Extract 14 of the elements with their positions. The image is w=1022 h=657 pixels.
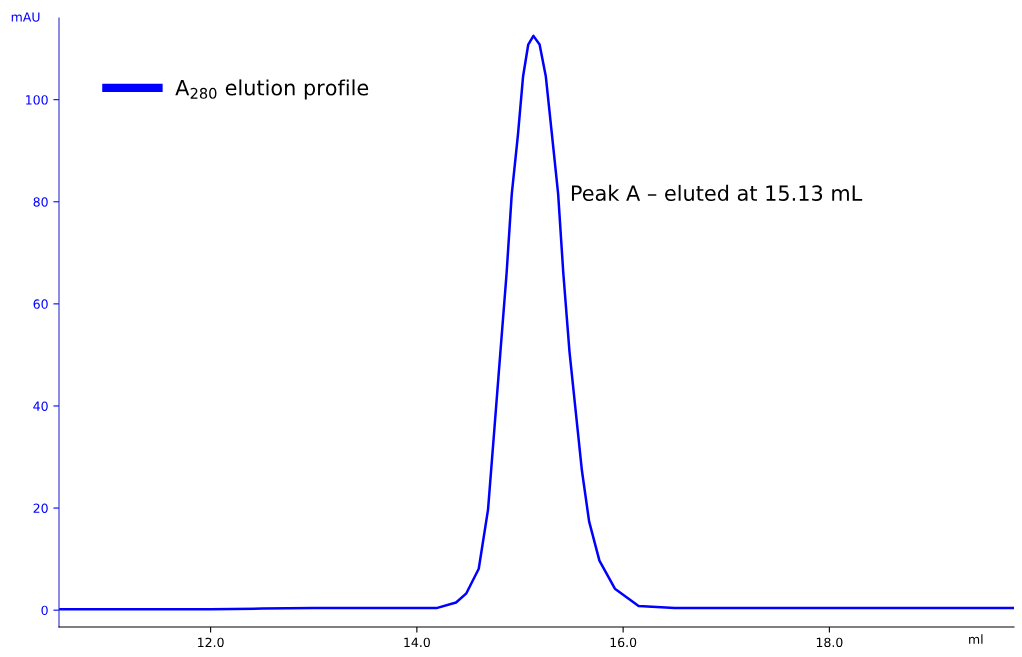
x-tick-label: 18.0: [816, 637, 843, 648]
x-tick-label: 14.0: [404, 637, 430, 648]
y-tick-label: 100: [26, 95, 48, 105]
y-tick-label: 40: [33, 401, 48, 411]
legend-label: A$_{280}$ elution profile: [175, 79, 369, 100]
annotation: Peak A – eluted at 15.13 mL: [571, 184, 863, 201]
x-axis-title: ml: [969, 634, 983, 644]
y-tick-label: 80: [33, 197, 48, 207]
x-tick-label: 12.0: [198, 637, 224, 648]
y-tick-label: 0: [41, 605, 48, 616]
x-tick-label: 16.0: [610, 637, 637, 648]
y-tick-label: 20: [33, 503, 48, 513]
y-tick-label: 60: [33, 299, 48, 309]
y-axis-title: mAU: [11, 12, 40, 22]
